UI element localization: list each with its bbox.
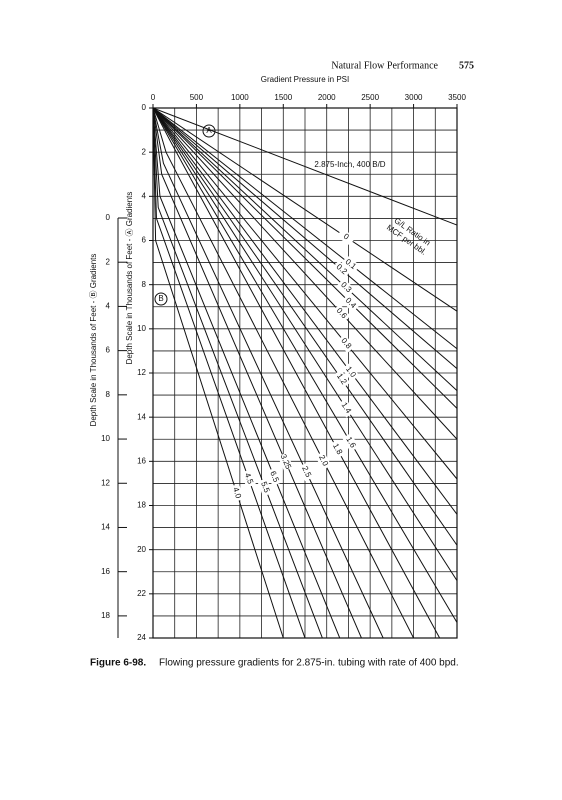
x-tick-label: 1000 — [231, 93, 249, 102]
gradient-curve — [152, 107, 458, 409]
marker-circle — [154, 292, 168, 306]
y-tick-label: 6 — [142, 236, 147, 245]
curve-label: 4.0 — [231, 486, 243, 500]
y-tick-label: 12 — [137, 368, 146, 377]
label-bg — [241, 469, 256, 488]
label-bg — [336, 278, 356, 297]
y2-axis-label: Depth Scale in Thousands of Feet - Ⓑ Gra… — [89, 254, 98, 427]
x-tick-label: 2000 — [318, 93, 336, 102]
gradient-curve — [152, 107, 458, 515]
y2-tick-label: 14 — [101, 523, 110, 532]
gradient-curve — [152, 107, 415, 639]
tubing-label: 2.875-Inch, 400 B/D — [314, 160, 385, 169]
label-bg — [336, 228, 356, 246]
gradient-curve — [152, 107, 458, 312]
y-tick-label: 2 — [142, 147, 147, 156]
y2-tick-label: 10 — [101, 434, 110, 443]
x-tick-label: 3000 — [405, 93, 423, 102]
marker-a: A — [206, 126, 212, 135]
caption-text: Flowing pressure gradients for 2.875-in.… — [159, 658, 459, 669]
label-bg — [341, 362, 360, 382]
gradient-curve — [152, 107, 458, 392]
page-number: 575 — [459, 60, 474, 71]
label-bg — [341, 255, 360, 274]
y-tick-label: 0 — [142, 103, 147, 112]
curve-label: 6.5 — [268, 470, 281, 484]
y-tick-label: 4 — [142, 191, 147, 200]
label-bg — [329, 439, 346, 459]
curve-label: 4.5 — [243, 472, 255, 486]
y-tick-label: 14 — [137, 412, 146, 421]
y-tick-label: 22 — [137, 589, 146, 598]
y2-tick-label: 8 — [106, 390, 111, 399]
y2-tick-label: 12 — [101, 478, 110, 487]
y2-tick-label: 4 — [106, 302, 111, 311]
gradient-curve — [152, 107, 458, 581]
gradient-curve — [152, 107, 458, 440]
label-bg — [341, 294, 360, 313]
gradient-curve — [152, 107, 458, 546]
gradient-curve — [152, 107, 441, 639]
gradient-curve — [152, 107, 458, 226]
gradient-curve — [152, 107, 458, 623]
x-tick-label: 3500 — [448, 93, 466, 102]
x-tick-label: 2500 — [361, 93, 379, 102]
y-tick-label: 18 — [137, 501, 146, 510]
label-bg — [266, 467, 282, 487]
y2-tick-label: 2 — [106, 257, 111, 266]
label-bg — [337, 334, 355, 353]
curve-label: 5.5 — [259, 480, 272, 494]
y2-tick-label: 18 — [101, 611, 110, 620]
label-bg — [332, 304, 351, 323]
gradient-curve — [152, 107, 341, 639]
label-bg — [315, 451, 332, 471]
label-bg — [298, 462, 315, 482]
gradient-curve — [152, 107, 284, 639]
y-tick-label: 16 — [137, 456, 146, 465]
label-bg — [337, 398, 355, 418]
label-bg — [257, 478, 273, 497]
y-tick-label: 8 — [142, 280, 147, 289]
label-bg — [332, 369, 351, 389]
y2-tick-label: 16 — [101, 567, 110, 576]
caption-label: Figure 6-98. — [90, 658, 146, 669]
y2-tick-label: 0 — [106, 213, 111, 222]
curve-label: 0 — [342, 232, 351, 242]
y2-tick-label: 6 — [106, 346, 111, 355]
y-tick-label: 20 — [137, 545, 146, 554]
gradient-curve — [152, 107, 458, 480]
gradient-curve — [152, 107, 458, 350]
label-bg — [277, 452, 294, 472]
x-tick-label: 1500 — [274, 93, 292, 102]
gradient-curve — [152, 107, 458, 369]
label-bg — [229, 483, 244, 503]
gradient-curve — [152, 107, 384, 639]
y-axis-label: Depth Scale in Thousands of Feet - Ⓐ Gra… — [125, 192, 134, 365]
chart-title: Gradient Pressure in PSI — [261, 75, 349, 84]
running-title: Natural Flow Performance — [331, 60, 438, 71]
marker-b: B — [158, 294, 163, 303]
gradient-curve — [152, 107, 362, 639]
label-bg — [332, 260, 351, 279]
label-bg — [342, 433, 359, 452]
curve-label: 2.5 — [300, 465, 313, 479]
x-tick-label: 500 — [190, 93, 204, 102]
x-tick-label: 0 — [151, 93, 156, 102]
y-tick-label: 10 — [137, 324, 146, 333]
y-tick-label: 24 — [137, 633, 146, 642]
